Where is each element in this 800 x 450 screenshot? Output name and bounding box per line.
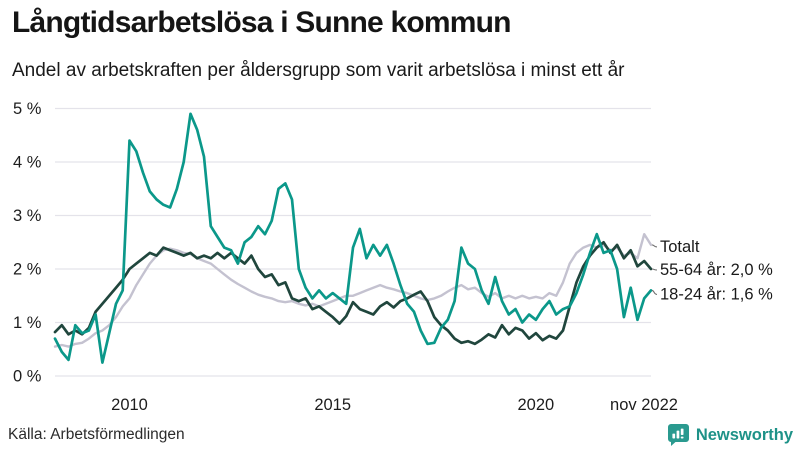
newsworthy-branding: Newsworthy [667,423,793,447]
label-connector [651,289,658,295]
x-tick-label: nov 2022 [610,396,678,414]
page-title: Långtidsarbetslösa i Sunne kommun [12,6,512,39]
series-end-label-55-64r: 55-64 år: 2,0 % [660,261,773,279]
source-note: Källa: Arbetsförmedlingen [8,426,185,443]
y-tick-label: 2 % [13,261,42,279]
label-connector [651,268,658,271]
series-end-label-18-24r: 18-24 år: 1,6 % [660,285,773,303]
y-tick-label: 4 % [13,154,42,172]
y-tick-label: 5 % [13,100,42,118]
y-tick-label: 1 % [13,314,42,332]
series-line-55-64r [53,240,653,346]
y-tick-label: 3 % [13,207,42,225]
label-connector [651,244,658,248]
series-end-label-Totalt: Totalt [660,238,700,256]
series-line-18-24r [53,112,653,364]
newsworthy-logo-icon [667,423,690,447]
chart-subtitle: Andel av arbetskraften per åldersgrupp s… [12,60,625,81]
y-tick-label: 0 % [13,368,42,386]
x-tick-label: 2020 [518,396,555,414]
x-tick-label: 2010 [111,396,148,414]
newsworthy-wordmark: Newsworthy [695,425,793,444]
x-tick-label: 2015 [314,396,351,414]
series-line-Totalt [53,232,653,348]
